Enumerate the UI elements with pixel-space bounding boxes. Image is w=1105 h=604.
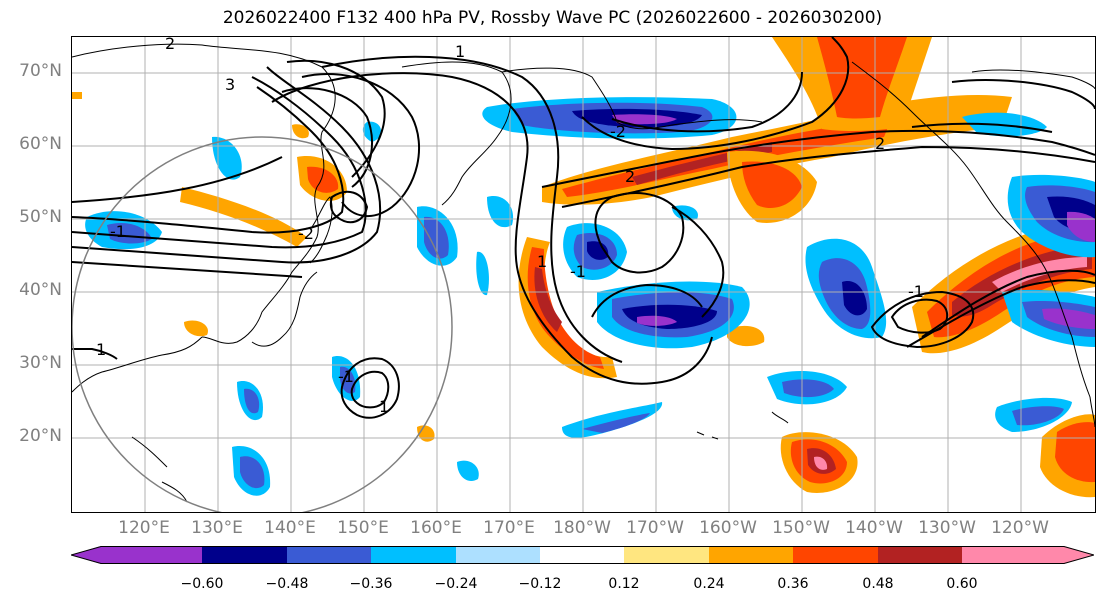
lat-label: 20°N [19,426,62,446]
colorbar-tick: −0.12 [518,576,562,592]
colorbar-segment [709,546,793,564]
colorbar-segment [371,546,456,564]
lon-label: 170°E [483,518,535,538]
lon-label: 140°E [264,518,316,538]
pv-anomaly-fills [72,37,1095,498]
colorbar-segment [202,546,287,564]
lon-label: 130°W [918,518,976,538]
map-title: 2026022400 F132 400 hPa PV, Rossby Wave … [222,8,883,28]
colorbar-segment [456,546,540,564]
colorbar-segment [540,546,624,564]
lat-label: 30°N [19,353,62,373]
contour-label: 1 [455,42,465,61]
colorbar-tick: −0.60 [180,576,224,592]
contour-label: 3 [225,75,235,94]
contour-label: -2 [610,122,626,141]
contour-label: -1 [338,367,354,386]
colorbar-tick: −0.24 [434,576,478,592]
contour-label: 2 [875,134,885,153]
colorbar-segment [624,546,709,564]
colorbar-outline [71,546,1094,564]
lat-label: 50°N [19,207,62,227]
colorbar-tick: 0.60 [946,576,978,592]
contour-label: -1 [110,222,126,241]
colorbar-segments [71,546,1094,564]
colorbar-tick: 0.48 [862,576,894,592]
colorbar-tick: 0.12 [608,576,640,592]
map-panel: 1 2 3 -1 -2 2 -2 1 -1 -1 1 2 -1 1 [71,36,1096,513]
contour-label: 1 [537,252,547,271]
lon-label: 170°W [626,518,684,538]
contour-label: 2 [625,167,635,186]
contour-label: 1 [379,397,389,416]
lon-label: 160°W [699,518,757,538]
colorbar-segment [793,546,878,564]
lon-label: 160°E [410,518,462,538]
lon-label: 150°E [337,518,389,538]
colorbar-segment [878,546,962,564]
colorbar-tick: 0.24 [693,576,725,592]
contour-label: -1 [908,282,924,301]
map-canvas: 1 2 3 -1 -2 2 -2 1 -1 -1 1 2 -1 1 [72,37,1095,512]
colorbar-segment [287,546,371,564]
contour-label: -2 [298,224,314,243]
colorbar-tick: −0.36 [349,576,393,592]
lon-label: 120°W [991,518,1049,538]
lon-label: 130°E [191,518,243,538]
contour-labels: 1 2 3 -1 -2 2 -2 1 -1 -1 1 2 -1 1 [96,37,924,416]
lat-label: 40°N [19,280,62,300]
lat-label: 60°N [19,134,62,154]
colorbar-tick: −0.48 [265,576,309,592]
graticule [72,37,1095,512]
colorbar-tick: 0.36 [777,576,809,592]
colorbar-segment [962,546,1094,564]
contour-label: 2 [165,37,175,53]
lat-label: 70°N [19,61,62,81]
contour-label: 1 [96,340,106,359]
rossby-wave-contours [72,37,1095,419]
lon-label: 180°W [553,518,611,538]
region-circle [72,136,453,512]
lon-label: 140°W [845,518,903,538]
contour-label: -1 [570,262,586,281]
colorbar [71,546,1094,564]
coastlines [72,43,1095,503]
lon-label: 150°W [772,518,830,538]
colorbar-segment [71,546,202,564]
lon-label: 120°E [118,518,170,538]
